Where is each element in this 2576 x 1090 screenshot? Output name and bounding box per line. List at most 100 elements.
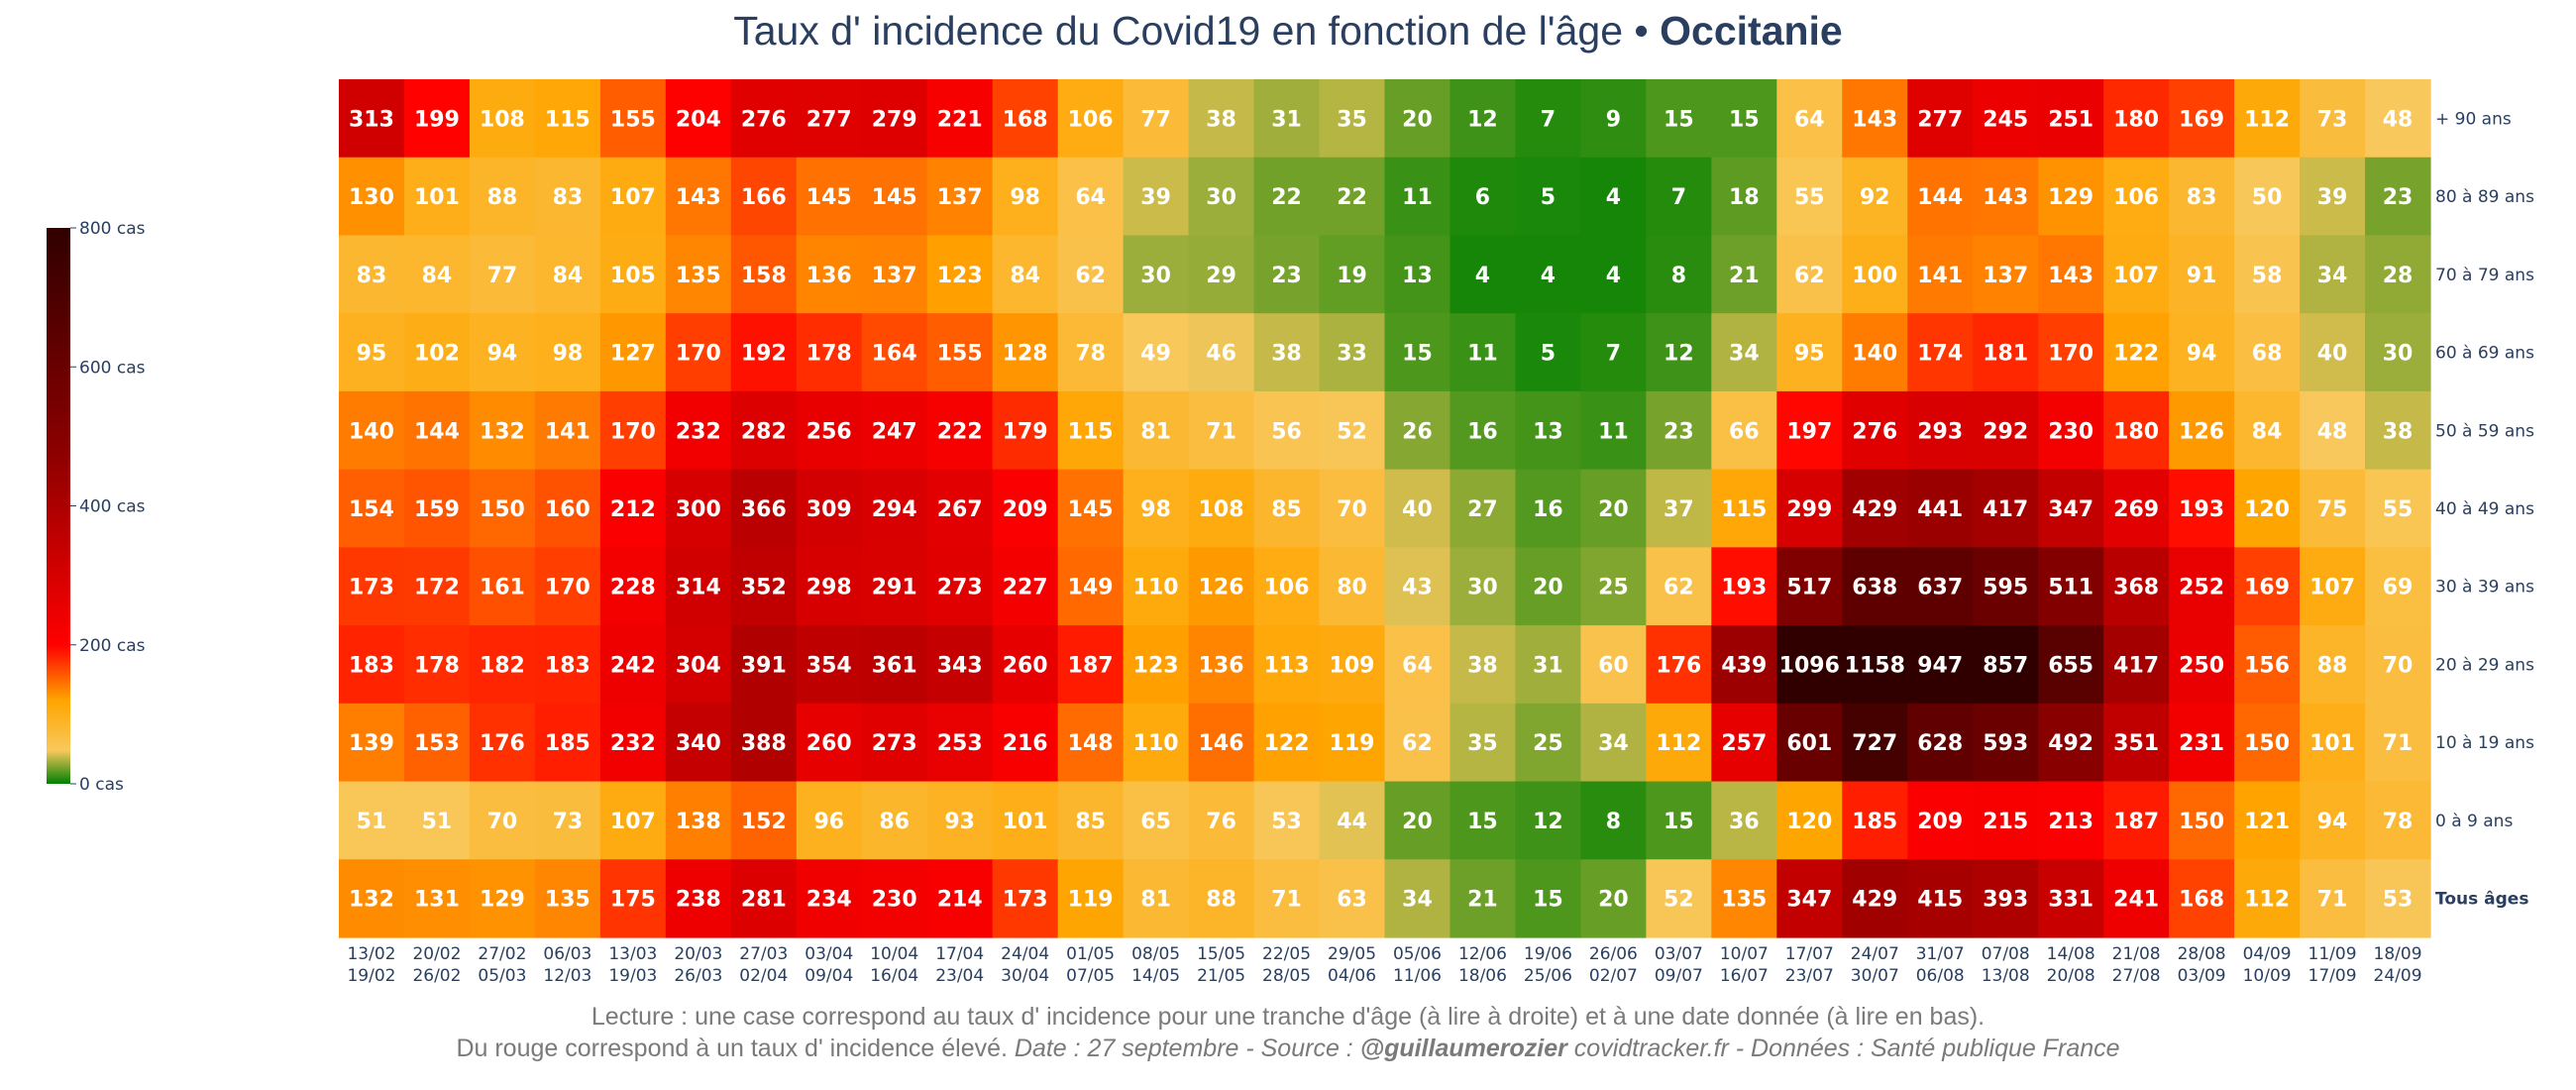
heatmap-cell <box>1711 313 1777 392</box>
heatmap-cell-value: 130 <box>349 185 394 210</box>
heatmap-cell <box>1515 469 1582 548</box>
heatmap-cell-value: 27 <box>1467 497 1498 522</box>
heatmap-cell <box>2234 859 2301 938</box>
heatmap-cell <box>2300 235 2366 314</box>
heatmap-cell-value: 170 <box>545 576 590 600</box>
heatmap-cell-value: 94 <box>2317 810 2348 834</box>
heatmap-cell <box>992 79 1059 159</box>
heatmap-cell-value: 215 <box>1983 810 2028 834</box>
heatmap-cell-value: 84 <box>1010 264 1040 288</box>
heatmap-cell-value: 15 <box>1664 810 1694 834</box>
heatmap-cell <box>534 703 601 783</box>
heatmap-cell-value: 35 <box>1467 731 1498 756</box>
heatmap-cell-value: 143 <box>2048 264 2093 288</box>
heatmap-cell-value: 71 <box>2383 731 2414 756</box>
heatmap-cell <box>339 79 405 159</box>
heatmap-cell-value: 62 <box>1402 731 1433 756</box>
heatmap-cell-value: 300 <box>676 497 721 522</box>
heatmap-cell <box>730 313 798 392</box>
heatmap-cell-value: 169 <box>2244 576 2290 600</box>
x-axis-label: 02/07 <box>1589 966 1638 986</box>
x-axis-label: 16/04 <box>870 966 918 986</box>
heatmap-cell-value: 86 <box>879 810 910 834</box>
heatmap-cell-value: 19 <box>1337 264 1367 288</box>
heatmap-cell <box>796 703 863 783</box>
heatmap-cell-value: 238 <box>676 888 721 913</box>
heatmap-cell <box>1776 390 1843 471</box>
heatmap-cell-value: 34 <box>2317 264 2348 288</box>
heatmap-cell <box>2234 313 2301 392</box>
heatmap-cell <box>2103 625 2170 705</box>
heatmap-cell-value: 95 <box>1794 342 1825 367</box>
heatmap-cell <box>1449 157 1517 237</box>
x-axis-label: 16/07 <box>1720 966 1769 986</box>
heatmap-cell-value: 21 <box>1729 264 1760 288</box>
heatmap-cell <box>1842 313 1908 392</box>
heatmap-cell-value: 112 <box>2244 107 2290 132</box>
heatmap-cell-value: 101 <box>414 185 460 210</box>
heatmap-cell-value: 857 <box>1983 653 2028 678</box>
heatmap-cell <box>730 390 798 471</box>
heatmap-cell <box>796 781 863 860</box>
heatmap-cell-value: 60 <box>1598 653 1629 678</box>
heatmap-cell-value: 140 <box>1852 342 1897 367</box>
heatmap-cell <box>861 703 928 783</box>
heatmap-cell <box>861 859 928 938</box>
x-axis-label: 18/06 <box>1458 966 1507 986</box>
footer-author: @guillaumerozier <box>1359 1035 1567 1062</box>
heatmap-cell <box>665 79 732 159</box>
heatmap-cell-value: 260 <box>806 731 852 756</box>
heatmap-cell <box>599 313 667 392</box>
heatmap-cell <box>1384 859 1451 938</box>
x-axis-label: 19/02 <box>347 966 395 986</box>
heatmap-cell-value: 173 <box>1003 888 1048 913</box>
heatmap-cell <box>2038 79 2104 159</box>
x-axis-label: 17/09 <box>2308 966 2357 986</box>
x-axis-label: 20/03 <box>674 944 722 964</box>
heatmap-cell <box>861 390 928 471</box>
heatmap-cell <box>730 469 798 548</box>
heatmap-cell <box>926 235 994 314</box>
heatmap-cell <box>2103 79 2170 159</box>
heatmap-cell-value: 71 <box>2317 888 2348 913</box>
title-region: Occitanie <box>1660 8 1843 54</box>
heatmap-cell <box>1253 547 1321 626</box>
heatmap-cell <box>1776 235 1843 314</box>
heatmap-cell <box>730 859 798 938</box>
heatmap-cell <box>1384 157 1451 237</box>
heatmap-cell-value: 85 <box>1271 497 1302 522</box>
heatmap-cell-value: 62 <box>1075 264 1106 288</box>
heatmap-cell <box>796 235 863 314</box>
heatmap-cell <box>665 703 732 783</box>
heatmap-cell <box>926 79 994 159</box>
heatmap-cell-value: 48 <box>2383 107 2414 132</box>
heatmap-cell-value: 141 <box>1917 264 1963 288</box>
heatmap-cell <box>1123 703 1190 783</box>
heatmap-cell <box>2038 781 2104 860</box>
heatmap-cell <box>1449 781 1517 860</box>
heatmap-cell-value: 83 <box>357 264 387 288</box>
heatmap-cell-value: 269 <box>2113 497 2159 522</box>
heatmap-cell <box>2300 79 2366 159</box>
heatmap-cell-value: 313 <box>349 107 394 132</box>
heatmap-cell-value: 12 <box>1664 342 1694 367</box>
heatmap-cell <box>2103 547 2170 626</box>
heatmap-cell-value: 391 <box>741 653 787 678</box>
heatmap-cell-value: 8 <box>1671 264 1686 288</box>
heatmap-cell <box>992 781 1059 860</box>
heatmap-cell-value: 73 <box>2317 107 2348 132</box>
heatmap-cell <box>2365 79 2431 159</box>
heatmap-cell <box>1188 625 1255 705</box>
heatmap-cell-value: 517 <box>1786 576 1832 600</box>
heatmap-cell-value: 11 <box>1598 419 1629 444</box>
heatmap-cell <box>665 390 732 471</box>
heatmap-cell <box>1842 703 1908 783</box>
heatmap-cell <box>1907 859 1974 938</box>
heatmap-cell <box>1515 859 1582 938</box>
heatmap-cell <box>861 547 928 626</box>
heatmap-cell <box>665 547 732 626</box>
heatmap-cell-value: 176 <box>480 731 525 756</box>
heatmap-cell <box>1253 469 1321 548</box>
heatmap-cell-value: 31 <box>1533 653 1563 678</box>
